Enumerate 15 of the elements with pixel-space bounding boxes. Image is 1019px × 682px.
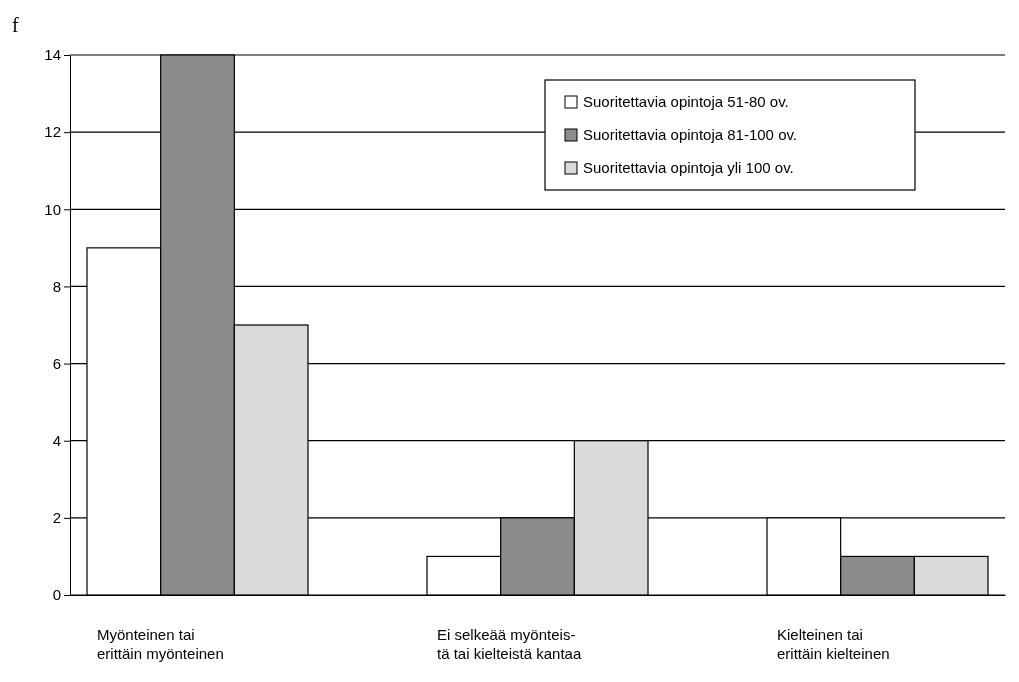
y-axis-title: f	[12, 14, 19, 36]
x-tick-label: Ei selkeää myönteis- tä tai kielteistä kantaa	[437, 626, 582, 662]
legend-label: Suoritettavia opintoja yli 100 ov.	[583, 159, 794, 176]
y-tick-label: 0	[52, 586, 61, 604]
y-tick-label: 12	[44, 123, 61, 141]
x-tick-label: Myönteinen tai erittäin myönteinen	[97, 626, 224, 662]
x-tick-label: Kielteinen tai erittäin kielteinen	[777, 626, 890, 662]
y-tick-label: 10	[44, 200, 61, 218]
y-tick-label: 6	[52, 354, 61, 372]
legend-label: Suoritettavia opintoja 81-100 ov.	[583, 126, 798, 143]
legend-label: Suoritettavia opintoja 51-80 ov.	[583, 93, 789, 110]
y-tick-label: 8	[52, 277, 61, 295]
y-tick-label: 4	[52, 432, 61, 450]
y-tick-label: 14	[44, 46, 61, 64]
y-tick-label: 2	[52, 509, 61, 527]
